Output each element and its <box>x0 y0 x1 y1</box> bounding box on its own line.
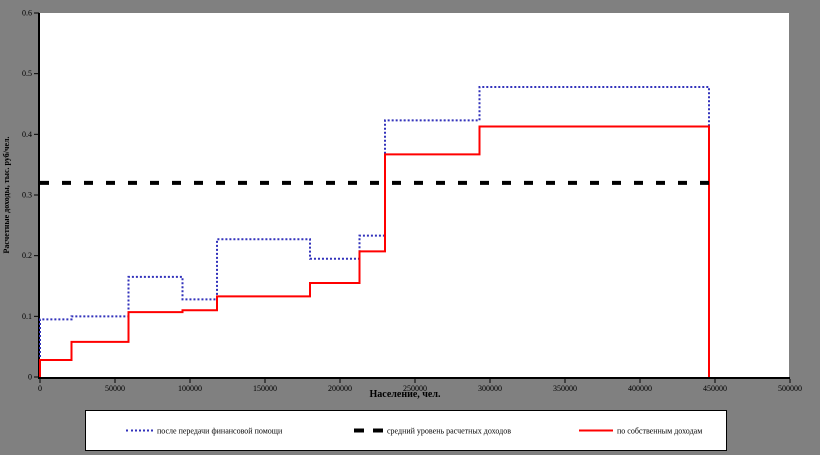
x-tick-label: 150000 <box>253 384 277 393</box>
y-axis-title: Расчетные доходы, тыс. руб/чел. <box>2 136 11 254</box>
legend-item-mean-level: средний уровень расчетных доходов <box>354 426 511 435</box>
x-tick-label: 100000 <box>178 384 202 393</box>
legend-label-own-incomes: по собственным доходам <box>617 426 703 435</box>
blue-dotted-line-swatch-icon <box>126 429 153 432</box>
y-tick-label: 0.1 <box>22 312 32 321</box>
y-tick-label: 0.6 <box>22 9 32 18</box>
x-tick-label: 450000 <box>703 384 727 393</box>
series-after-transfers <box>39 86 710 377</box>
x-tick-label: 200000 <box>328 384 352 393</box>
x-tick-label: 300000 <box>478 384 502 393</box>
x-tick-label: 50000 <box>105 384 125 393</box>
legend-item-own-incomes: по собственным доходам <box>579 426 702 435</box>
y-tick-label: 0 <box>28 373 32 382</box>
legend-label-after-transfers: после передачи финансовой помощи <box>157 426 283 435</box>
y-tick-label: 0.5 <box>22 69 32 78</box>
plot-area <box>39 13 789 377</box>
black-dashed-line-swatch-icon <box>354 428 383 433</box>
series-own-incomes <box>39 125 710 377</box>
legend-label-mean-level: средний уровень расчетных доходов <box>387 426 511 435</box>
x-tick-label: 0 <box>38 384 42 393</box>
x-tick-label: 350000 <box>553 384 577 393</box>
y-tick-label: 0.2 <box>22 251 32 260</box>
y-tick-label: 0.3 <box>22 191 32 200</box>
legend: после передачи финансовой помощи средний… <box>85 410 727 451</box>
legend-item-after-transfers: после передачи финансовой помощи <box>126 426 282 435</box>
red-line-swatch-icon <box>579 429 613 432</box>
x-tick-label: 500000 <box>778 384 802 393</box>
x-tick-label: 400000 <box>628 384 652 393</box>
y-tick-label: 0.4 <box>22 130 32 139</box>
x-tick-label: 250000 <box>403 384 427 393</box>
x-axis-title: Население, чел. <box>369 389 441 400</box>
